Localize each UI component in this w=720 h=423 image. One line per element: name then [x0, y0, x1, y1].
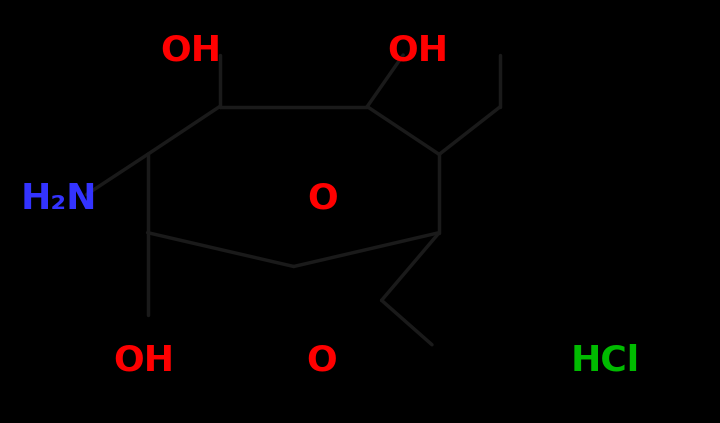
Text: O: O [307, 343, 337, 377]
Text: OH: OH [387, 34, 448, 68]
Text: HCl: HCl [570, 343, 639, 377]
Text: H₂N: H₂N [21, 182, 97, 216]
Text: OH: OH [114, 343, 174, 377]
Text: OH: OH [161, 34, 221, 68]
Text: O: O [307, 182, 338, 216]
